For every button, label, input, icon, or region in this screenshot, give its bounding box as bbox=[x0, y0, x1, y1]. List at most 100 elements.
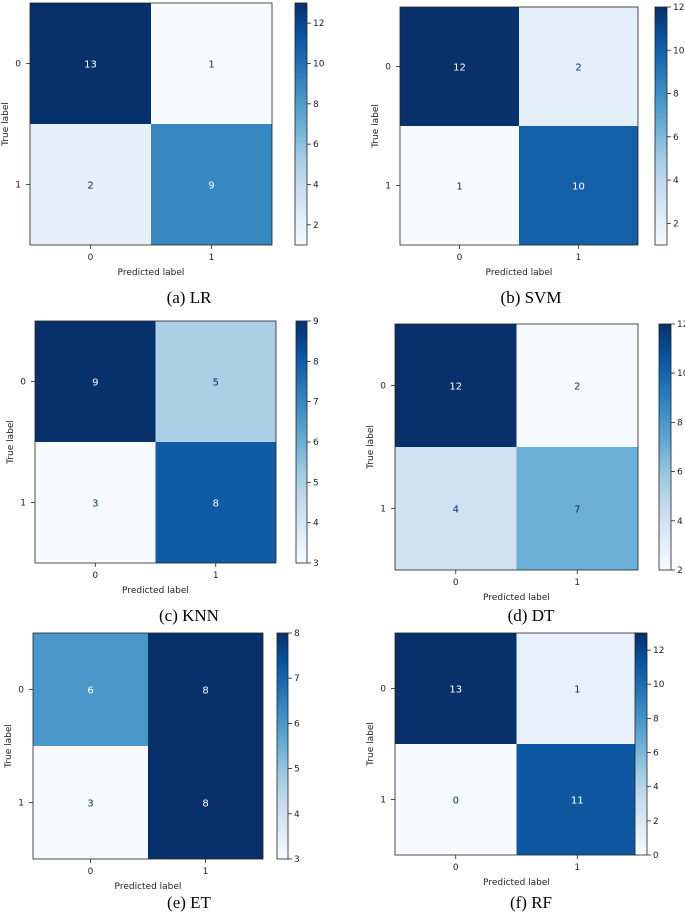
colorbar-tick-label-2: 5 bbox=[294, 765, 300, 775]
colorbar-tick-label-0: 2 bbox=[313, 221, 319, 231]
y-tick-label-0: 0 bbox=[380, 685, 386, 695]
cell-value-1-1: 8 bbox=[213, 499, 219, 510]
colorbar-tick-label-4: 7 bbox=[313, 398, 319, 408]
y-axis-label: True label bbox=[4, 724, 14, 769]
y-tick-label-1: 1 bbox=[18, 799, 24, 809]
cell-value-0-0: 12 bbox=[453, 63, 466, 74]
y-tick-label-1: 1 bbox=[20, 499, 26, 509]
colorbar-tick-label-4: 10 bbox=[313, 60, 325, 70]
colorbar-tick-label-3: 8 bbox=[313, 100, 319, 110]
colorbar-tick-label-4: 10 bbox=[673, 46, 685, 56]
cell-1-1 bbox=[151, 124, 272, 245]
x-axis-label: Predicted label bbox=[115, 882, 182, 892]
caption-lr: (a) LR bbox=[166, 288, 212, 307]
cell-1-0 bbox=[400, 126, 519, 245]
plot-frame bbox=[32, 632, 264, 860]
caption-dt: (d) DT bbox=[507, 606, 555, 625]
x-tick-label-1: 1 bbox=[576, 253, 582, 263]
y-tick-label-0: 0 bbox=[385, 63, 391, 73]
colorbar bbox=[654, 6, 668, 246]
cell-0-1 bbox=[516, 324, 638, 447]
cell-value-0-0: 13 bbox=[84, 60, 97, 71]
cell-value-0-1: 8 bbox=[202, 686, 208, 697]
colorbar-tick-label-0: 0 bbox=[653, 851, 659, 861]
x-tick-label-0: 0 bbox=[88, 253, 94, 263]
cell-0-0 bbox=[400, 7, 519, 126]
colorbar-tick-label-3: 8 bbox=[673, 90, 679, 100]
colorbar bbox=[276, 632, 289, 860]
colorbar-tick-label-5: 8 bbox=[294, 629, 300, 639]
y-tick-label-1: 1 bbox=[385, 182, 391, 192]
y-axis-label: True label bbox=[1, 102, 11, 147]
colorbar-tick-label-5: 12 bbox=[677, 320, 685, 330]
cell-1-1 bbox=[155, 442, 276, 563]
cell-0-1 bbox=[519, 7, 638, 126]
cell-value-0-0: 12 bbox=[449, 382, 462, 393]
y-tick-label-1: 1 bbox=[380, 796, 386, 806]
y-tick-label-1: 1 bbox=[380, 505, 386, 515]
colorbar-tick-label-1: 4 bbox=[673, 176, 679, 186]
cell-value-0-0: 6 bbox=[87, 686, 93, 697]
cell-value-1-0: 4 bbox=[453, 505, 459, 516]
x-tick-label-0: 0 bbox=[457, 253, 463, 263]
x-tick-label-0: 0 bbox=[453, 578, 459, 588]
x-tick-label-0: 0 bbox=[88, 867, 94, 877]
cell-value-0-1: 1 bbox=[208, 60, 214, 71]
x-tick-label-1: 1 bbox=[203, 867, 209, 877]
colorbar-tick-label-4: 10 bbox=[677, 369, 685, 379]
x-tick-label-1: 1 bbox=[574, 578, 580, 588]
colorbar-tick-label-3: 6 bbox=[653, 749, 659, 759]
cell-value-1-0: 1 bbox=[456, 182, 462, 193]
colorbar-tick-label-4: 7 bbox=[294, 674, 300, 684]
colorbar bbox=[658, 323, 672, 571]
cell-value-0-1: 2 bbox=[575, 63, 581, 74]
x-tick-label-1: 1 bbox=[209, 253, 215, 263]
cell-0-0 bbox=[395, 633, 517, 744]
colorbar bbox=[634, 632, 648, 856]
cell-1-1 bbox=[519, 126, 638, 245]
colorbar-tick-label-1: 4 bbox=[313, 181, 319, 191]
cell-0-1 bbox=[148, 633, 263, 746]
y-tick-label-1: 1 bbox=[15, 181, 21, 191]
cell-value-1-1: 9 bbox=[208, 181, 214, 192]
x-axis-label: Predicted label bbox=[486, 268, 553, 278]
colorbar-tick-label-0: 3 bbox=[294, 855, 300, 865]
cell-1-0 bbox=[35, 442, 156, 563]
colorbar-tick-label-5: 10 bbox=[653, 680, 665, 690]
y-axis-label: True label bbox=[6, 420, 16, 465]
colorbar-tick-label-2: 5 bbox=[313, 478, 319, 488]
colorbar-tick-label-0: 2 bbox=[677, 566, 683, 576]
x-tick-label-0: 0 bbox=[453, 863, 459, 873]
x-axis-label: Predicted label bbox=[118, 268, 185, 278]
colorbar-tick-label-4: 8 bbox=[653, 714, 659, 724]
colorbar-tick-label-2: 6 bbox=[677, 468, 683, 478]
cell-0-1 bbox=[155, 321, 276, 442]
cell-value-1-0: 3 bbox=[87, 799, 93, 810]
cell-value-1-1: 8 bbox=[202, 799, 208, 810]
colorbar-tick-label-3: 6 bbox=[294, 719, 300, 729]
caption-knn: (c) KNN bbox=[159, 606, 219, 625]
cell-value-0-1: 2 bbox=[574, 382, 580, 393]
x-axis-label: Predicted label bbox=[122, 586, 189, 596]
x-tick-label-1: 1 bbox=[213, 571, 219, 581]
cell-value-0-1: 1 bbox=[574, 685, 580, 696]
cell-value-1-1: 7 bbox=[574, 505, 580, 516]
cell-0-0 bbox=[395, 324, 517, 447]
colorbar-tick-label-5: 12 bbox=[673, 3, 684, 13]
cell-0-0 bbox=[30, 3, 151, 124]
colorbar-tick-label-5: 12 bbox=[313, 19, 324, 29]
colorbar-tick-label-2: 4 bbox=[653, 783, 659, 793]
colorbar-tick-label-2: 6 bbox=[313, 140, 319, 150]
colorbar-tick-label-0: 3 bbox=[313, 559, 319, 569]
caption-et: (e) ET bbox=[167, 893, 211, 912]
cell-1-0 bbox=[33, 746, 148, 859]
cell-value-1-0: 3 bbox=[92, 499, 98, 510]
cell-1-0 bbox=[395, 447, 517, 570]
colorbar-tick-label-1: 4 bbox=[677, 517, 683, 527]
colorbar bbox=[294, 2, 308, 246]
